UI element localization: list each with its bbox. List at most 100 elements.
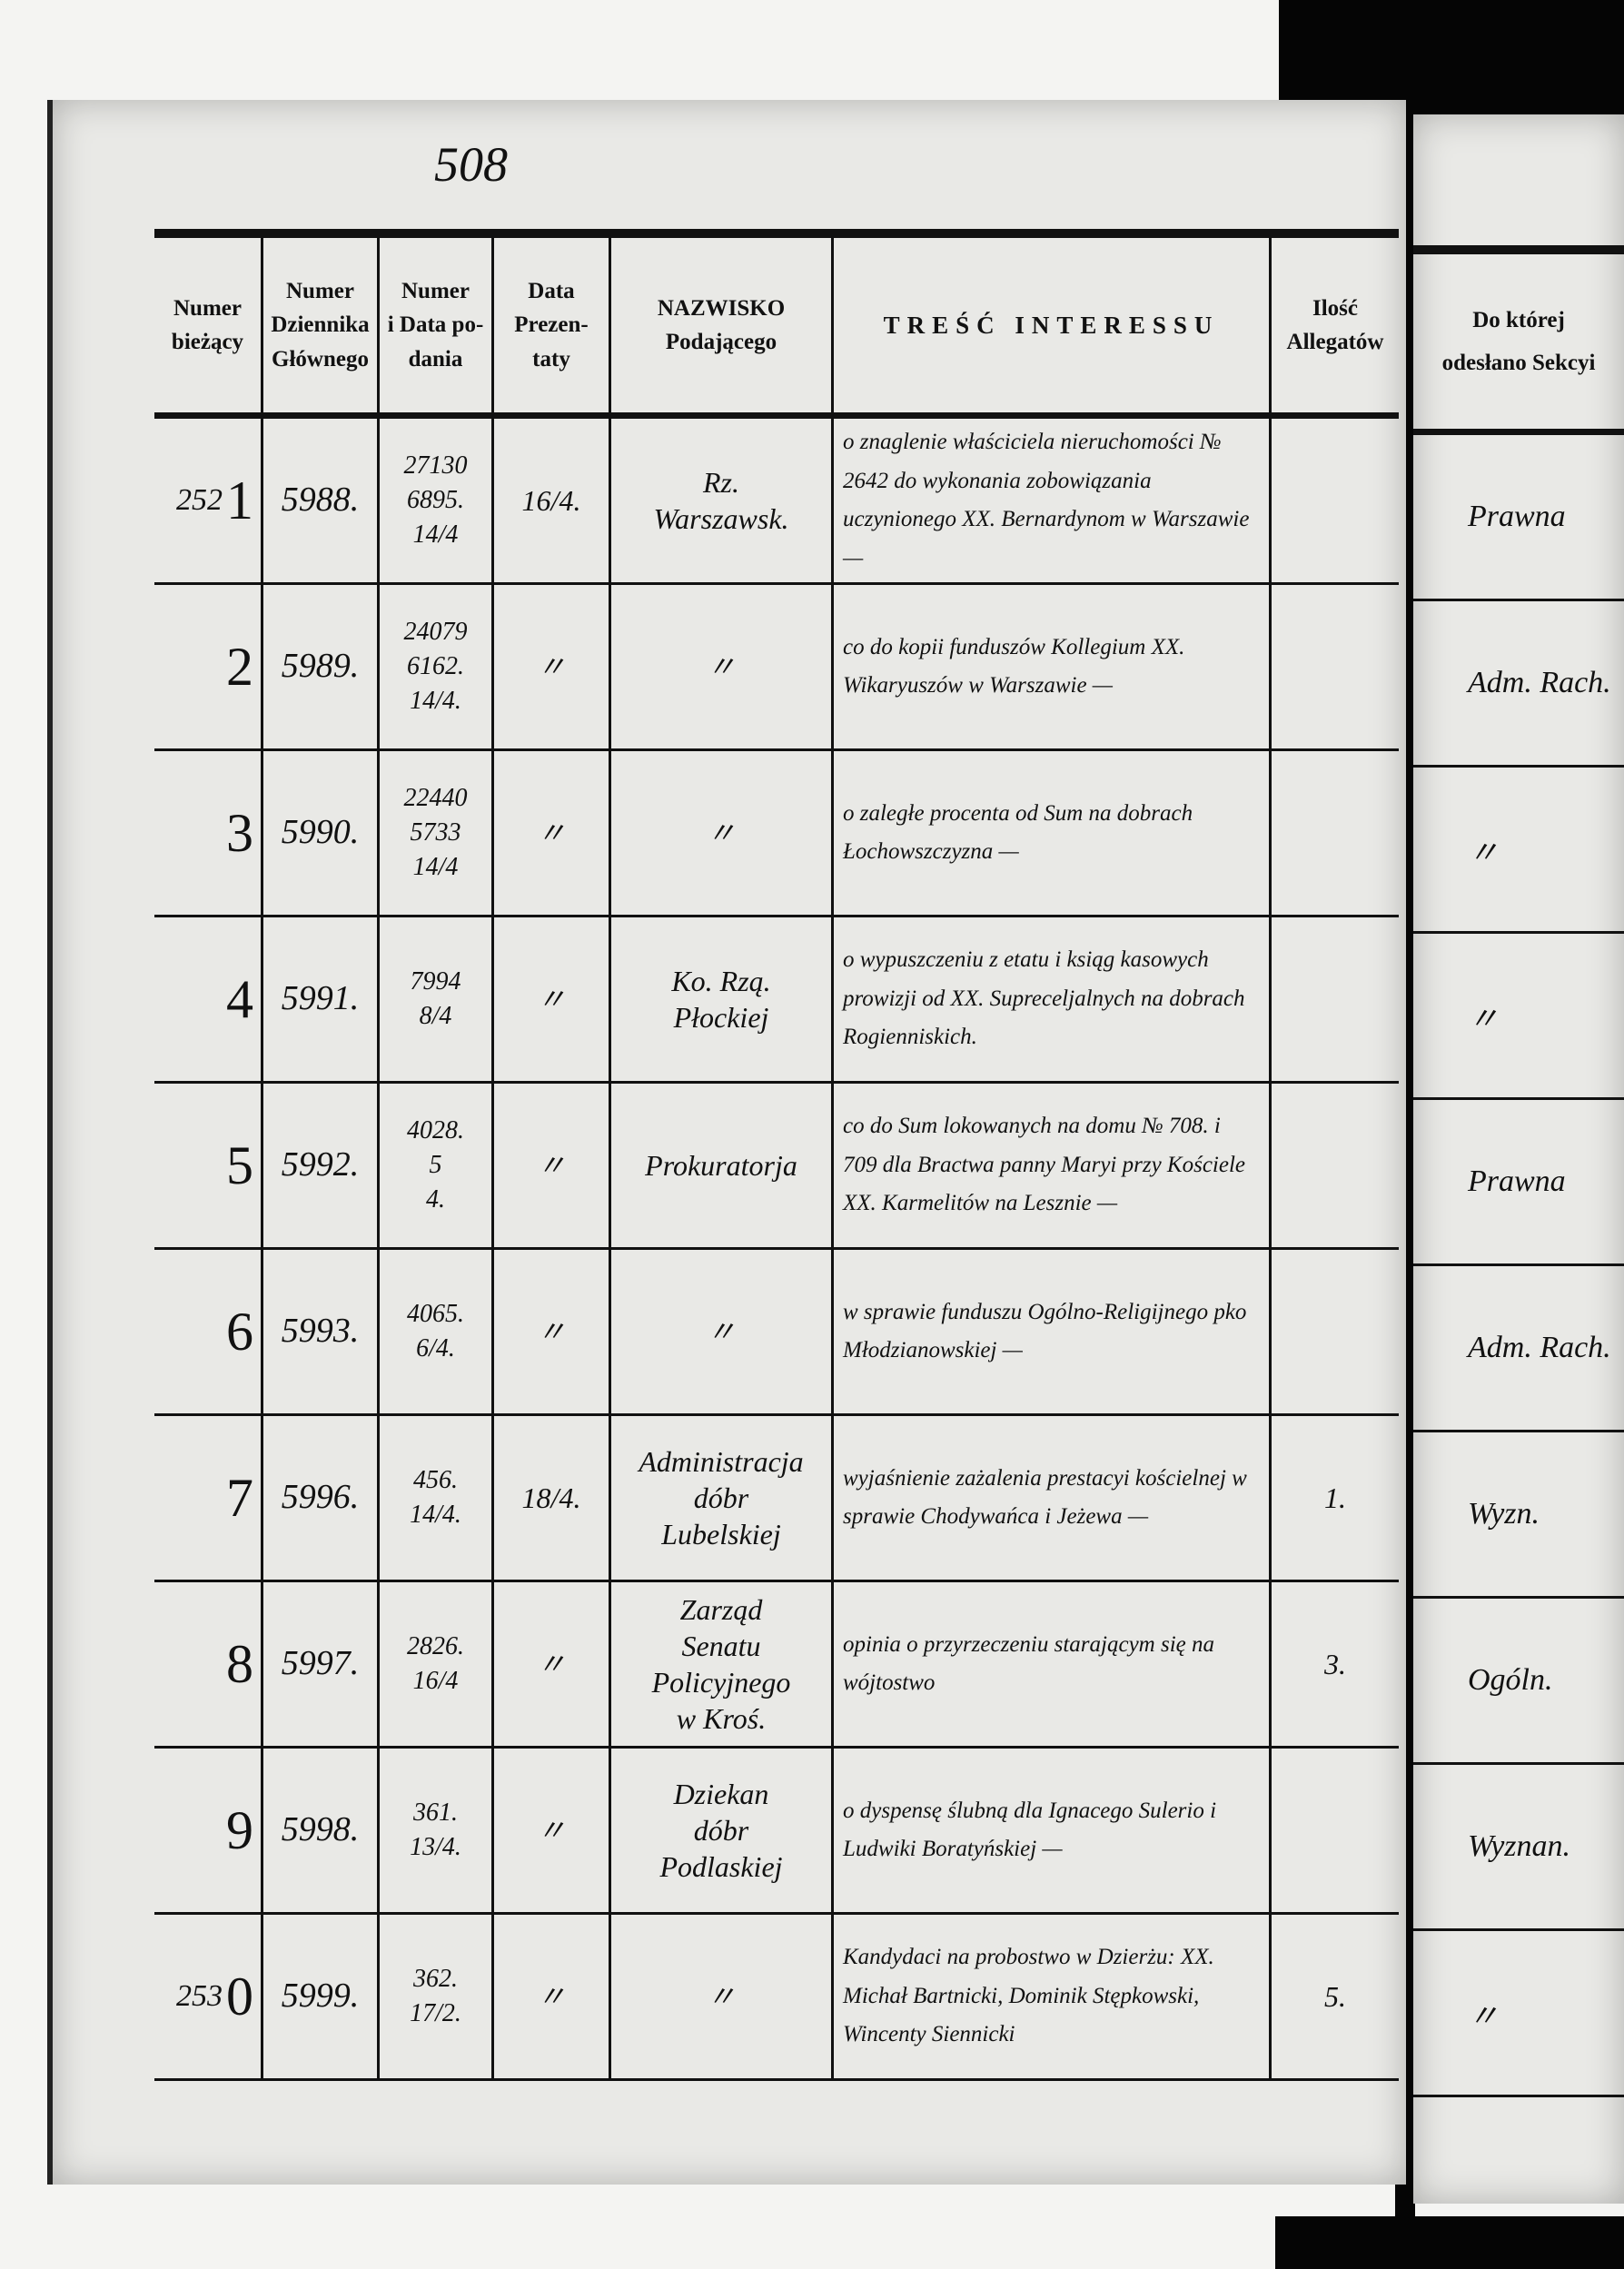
cell-current-number: 252 1 — [154, 419, 263, 582]
cell-content: o zaległe procenta od Sum na dobrach Łoc… — [834, 751, 1272, 915]
cell-filing-number-date: 4065. 6/4. — [380, 1250, 494, 1413]
cell-content: co do Sum lokowanych na domu № 708. i 70… — [834, 1084, 1272, 1247]
cell-journal-number: 5993. — [263, 1250, 380, 1413]
cell-prefix: 253 — [176, 1978, 223, 2013]
cell-section: Adm. Rach. — [1413, 1266, 1624, 1432]
cell-current-number: 5 — [154, 1084, 263, 1247]
table-row: 9 5998. 361. 13/4. 〃 Dziekan dóbr Podlaskiej… — [154, 1749, 1399, 1915]
cell-section: Wyznan. — [1413, 1765, 1624, 1931]
cell-attachments: 3. — [1324, 1648, 1346, 1680]
cell-filing-number-date: 27130 6895. 14/4 — [380, 419, 494, 582]
cell-presentation-date: 〃 — [494, 1749, 611, 1912]
cell-submitter-name: 〃 — [611, 751, 834, 915]
cell-presentation-date: 〃 — [494, 751, 611, 915]
cell-presentation-date: 16/4. — [494, 419, 611, 582]
cell-journal-number: 5991. — [263, 917, 380, 1081]
cell-number: 0 — [226, 1966, 253, 2026]
cell-attachments — [1272, 419, 1399, 582]
cell-attachments — [1272, 917, 1399, 1081]
cell-submitter-name: Administracja dóbr Lubelskiej — [611, 1416, 834, 1580]
cell-number: 4 — [226, 968, 253, 1029]
cell-presentation-date: 〃 — [494, 585, 611, 748]
cell-number: 5 — [226, 1134, 253, 1195]
header-current-number: Numer bieżący — [154, 238, 263, 412]
cell-content: o wypuszczeniu z etatu i ksiąg kasowych … — [834, 917, 1272, 1081]
cell-submitter-name: Zarząd Senatu Policyjnego w Kroś. — [611, 1582, 834, 1746]
cell-journal-number: 5990. — [263, 751, 380, 915]
cell-section: Wyzn. — [1413, 1432, 1624, 1599]
cell-section: 〃 — [1413, 768, 1624, 934]
cell-section: Prawna — [1413, 1100, 1624, 1266]
cell-current-number: 7 — [154, 1416, 263, 1580]
cell-filing-number-date: 361. 13/4. — [380, 1749, 494, 1912]
cell-number: 3 — [226, 802, 253, 863]
cell-attachments: 5. — [1324, 1980, 1346, 2013]
cell-content: wyjaśnienie zażalenia prestacyi kościeln… — [834, 1416, 1272, 1580]
cell-presentation-date: 〃 — [494, 1915, 611, 2078]
register-table: Numer bieżący Numer Dziennika Głównego Num… — [154, 229, 1399, 2081]
cell-current-number: 253 0 — [154, 1915, 263, 2078]
header-journal-number: Numer Dziennika Głównego — [263, 238, 380, 412]
cell-filing-number-date: 4028. 5 4. — [380, 1084, 494, 1247]
cell-filing-number-date: 362. 17/2. — [380, 1915, 494, 2078]
table-row: 8 5997. 2826. 16/4 〃 Zarząd Senatu Policyjne… — [154, 1582, 1399, 1749]
cell-content: w sprawie funduszu Ogólno-Religijnego pk… — [834, 1250, 1272, 1413]
cell-journal-number: 5997. — [263, 1582, 380, 1746]
table-row: 6 5993. 4065. 6/4. 〃〃 w sprawie funduszu Ogó… — [154, 1250, 1399, 1416]
cell-submitter-name: Ko. Rzą. Płockiej — [611, 917, 834, 1081]
cell-current-number: 8 — [154, 1582, 263, 1746]
table-row: 4 5991. 7994 8/4 〃 Ko. Rzą. Płockiej o wypusz… — [154, 917, 1399, 1084]
cell-prefix: 252 — [176, 482, 223, 517]
header-submitter-name: NAZWISKO Podającego — [611, 238, 834, 412]
header-attachments: Ilość Allegatów — [1286, 295, 1384, 355]
cell-attachments — [1272, 1749, 1399, 1912]
cell-number: 1 — [226, 470, 253, 530]
right-page — [1413, 114, 1624, 2204]
cell-filing-number-date: 7994 8/4 — [380, 917, 494, 1081]
cell-attachments — [1272, 1084, 1399, 1247]
table-row: 5 5992. 4028. 5 4. 〃 Prokuratorja co do Sum l… — [154, 1084, 1399, 1250]
cell-number: 7 — [226, 1467, 253, 1528]
cell-section: Ogóln. — [1413, 1599, 1624, 1765]
cell-journal-number: 5996. — [263, 1416, 380, 1580]
page-number: 508 — [434, 137, 508, 192]
cell-number: 8 — [226, 1633, 253, 1694]
table-header: Numer bieżący Numer Dziennika Głównego Num… — [154, 229, 1399, 419]
cell-current-number: 2 — [154, 585, 263, 748]
cell-journal-number: 5988. — [263, 419, 380, 582]
cell-submitter-name: 〃 — [611, 585, 834, 748]
header-filing-number-date: Numer i Data po- dania — [380, 238, 494, 412]
cell-submitter-name: 〃 — [611, 1250, 834, 1413]
cell-submitter-name: Rz. Warszawsk. — [611, 419, 834, 582]
cell-presentation-date: 〃 — [494, 917, 611, 1081]
header-content: TREŚĆ INTERESSU — [834, 238, 1272, 412]
cell-content: o znaglenie właściciela nieruchomości № … — [834, 419, 1272, 582]
cell-number: 6 — [226, 1301, 253, 1362]
cell-section: Prawna — [1413, 435, 1624, 601]
cell-journal-number: 5989. — [263, 585, 380, 748]
cell-attachments — [1272, 751, 1399, 915]
cell-section: Adm. Rach. — [1413, 601, 1624, 768]
cell-number: 9 — [226, 1799, 253, 1860]
cell-number: 2 — [226, 636, 253, 697]
cell-attachments: 1. — [1324, 1481, 1346, 1514]
left-page — [47, 100, 1406, 2185]
cell-filing-number-date: 2826. 16/4 — [380, 1582, 494, 1746]
cell-presentation-date: 〃 — [494, 1250, 611, 1413]
cell-filing-number-date: 24079 6162. 14/4. — [380, 585, 494, 748]
cell-current-number: 6 — [154, 1250, 263, 1413]
cell-content: co do kopii funduszów Kollegium XX. Wika… — [834, 585, 1272, 748]
cell-current-number: 9 — [154, 1749, 263, 1912]
cell-content: Kandydaci na probostwo w Dzierżu: XX. Mi… — [834, 1915, 1272, 2078]
cell-current-number: 3 — [154, 751, 263, 915]
cell-presentation-date: 18/4. — [494, 1416, 611, 1580]
table-row: 2 5989. 24079 6162. 14/4. 〃〃 co do kopii fun… — [154, 585, 1399, 751]
header-presentation-date: Data Prezen- taty — [494, 238, 611, 412]
cell-attachments — [1272, 1250, 1399, 1413]
table-row: 7 5996. 456. 14/4. 18/4. Administracja dóbr … — [154, 1416, 1399, 1582]
table-row: 252 1 5988. 27130 6895. 14/4 16/4. Rz. Warsza… — [154, 419, 1399, 585]
table-row: 253 0 5999. 362. 17/2. 〃〃 Kandydaci na probos… — [154, 1915, 1399, 2081]
table-row: 3 5990. 22440 5733 14/4 〃〃 o zaległe procent… — [154, 751, 1399, 917]
cell-section: 〃 — [1413, 1931, 1624, 2097]
cell-filing-number-date: 22440 5733 14/4 — [380, 751, 494, 915]
